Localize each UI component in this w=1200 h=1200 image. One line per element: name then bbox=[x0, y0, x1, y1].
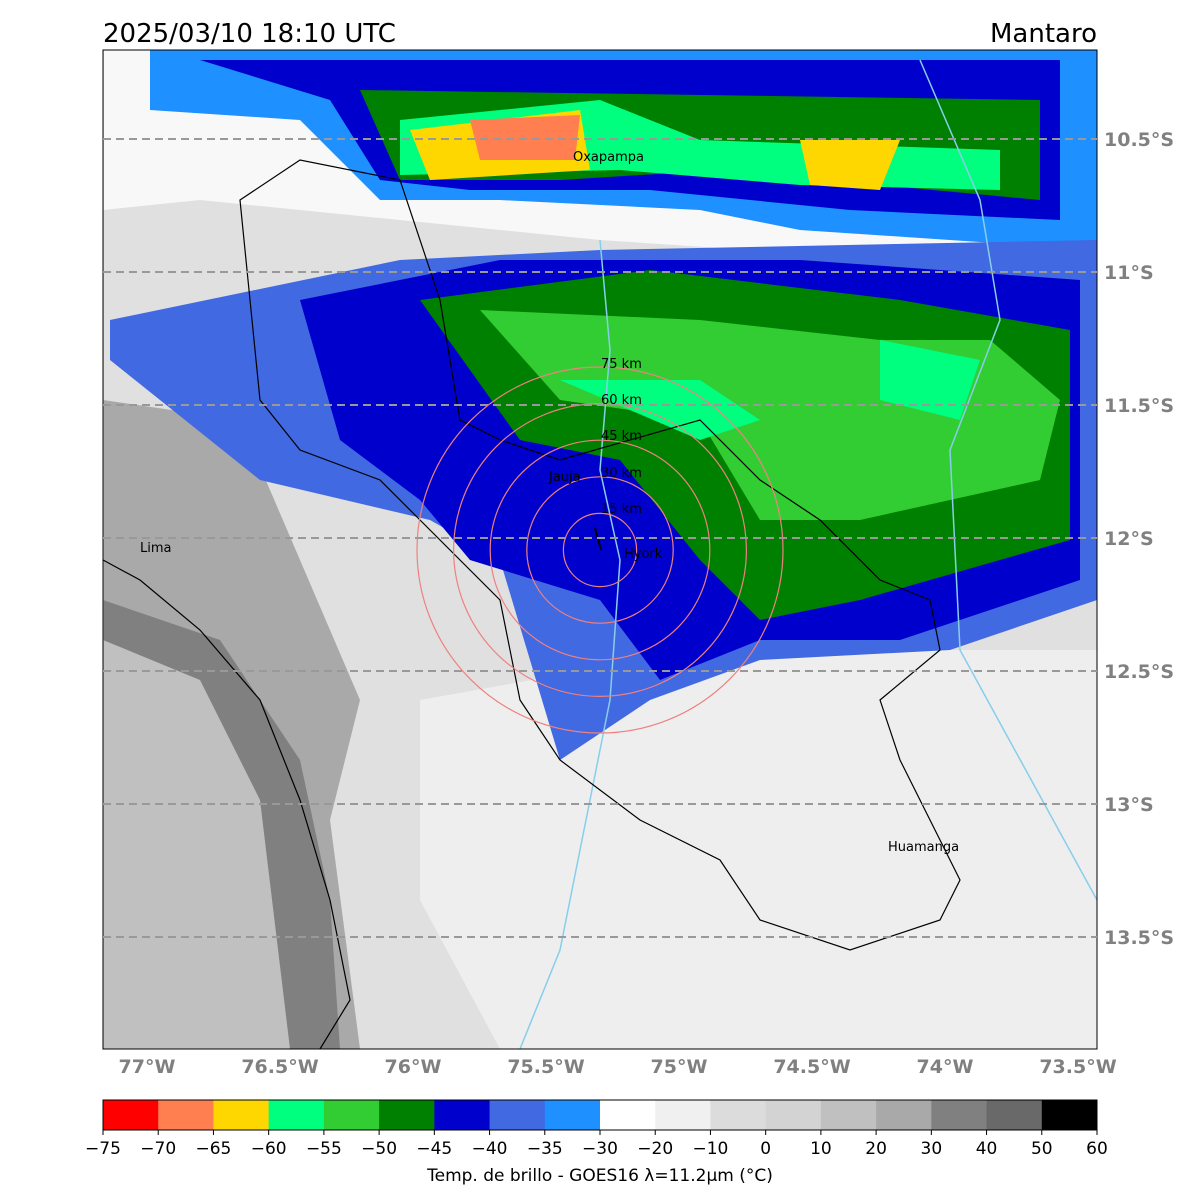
lon-label: 74.5°W bbox=[773, 1056, 850, 1078]
colorbar-segment bbox=[158, 1100, 214, 1130]
lat-label: 12°S bbox=[1104, 528, 1154, 550]
colorbar-segment bbox=[544, 1100, 601, 1130]
lat-label: 10.5°S bbox=[1104, 129, 1174, 151]
lon-label: 75.5°W bbox=[507, 1056, 584, 1078]
colorbar-tick-label: 40 bbox=[976, 1139, 998, 1159]
lat-label: 12.5°S bbox=[1104, 661, 1174, 683]
satellite-image bbox=[103, 50, 1097, 1049]
ring-label: 15 km bbox=[601, 502, 642, 517]
ring-label: 60 km bbox=[601, 393, 642, 408]
lon-label: 76°W bbox=[385, 1056, 442, 1078]
lat-label: 11.5°S bbox=[1104, 395, 1174, 417]
lat-label: 13°S bbox=[1104, 794, 1154, 816]
lon-label: 76.5°W bbox=[241, 1056, 318, 1078]
colorbar-segment bbox=[986, 1100, 1043, 1130]
place-label: Huamanga bbox=[888, 840, 959, 855]
colorbar-segment bbox=[655, 1100, 711, 1130]
colorbar-segment bbox=[323, 1100, 380, 1130]
colorbar-segment bbox=[213, 1100, 270, 1130]
ring-label: 75 km bbox=[601, 357, 642, 372]
place-label: Lima bbox=[140, 541, 171, 556]
colorbar-segment bbox=[103, 1100, 159, 1130]
colorbar-segment bbox=[379, 1100, 435, 1130]
colorbar-tick-label: 50 bbox=[1031, 1139, 1053, 1159]
colorbar-tick-label: 10 bbox=[810, 1139, 832, 1159]
colorbar-segment bbox=[434, 1100, 491, 1130]
lat-label: 13.5°S bbox=[1104, 927, 1174, 949]
region-name: Mantaro bbox=[990, 19, 1097, 49]
colorbar-segment bbox=[710, 1100, 767, 1130]
colorbar-label: Temp. de brillo - GOES16 λ=11.2μm (°C) bbox=[426, 1166, 773, 1186]
lat-label: 11°S bbox=[1104, 262, 1154, 284]
colorbar-tick-label: −35 bbox=[527, 1139, 563, 1159]
colorbar-tick-label: −10 bbox=[692, 1139, 728, 1159]
colorbar-tick-label: −65 bbox=[195, 1139, 231, 1159]
colorbar-tick-label: −45 bbox=[416, 1139, 452, 1159]
colorbar-tick-label: 60 bbox=[1086, 1139, 1108, 1159]
colorbar-tick-label: −60 bbox=[251, 1139, 287, 1159]
place-label: Hyork bbox=[624, 547, 663, 562]
colorbar-segment bbox=[765, 1100, 822, 1130]
colorbar-segment bbox=[489, 1100, 546, 1130]
place-label: Oxapampa bbox=[573, 150, 644, 165]
colorbar-tick-label: −40 bbox=[472, 1139, 508, 1159]
ring-label: 30 km bbox=[601, 466, 642, 481]
colorbar-segment bbox=[931, 1100, 988, 1130]
ring-label: 45 km bbox=[601, 429, 642, 444]
colorbar-tick-label: −75 bbox=[85, 1139, 121, 1159]
lon-label: 73.5°W bbox=[1039, 1056, 1116, 1078]
colorbar-segment bbox=[268, 1100, 325, 1130]
colorbar-segment bbox=[820, 1100, 877, 1130]
colorbar-tick-label: 30 bbox=[921, 1139, 943, 1159]
colorbar-tick-label: −30 bbox=[582, 1139, 618, 1159]
colorbar-segment bbox=[876, 1100, 932, 1130]
lon-label: 75°W bbox=[651, 1056, 708, 1078]
colorbar-segment bbox=[600, 1100, 656, 1130]
colorbar-tick-label: −70 bbox=[140, 1139, 176, 1159]
colorbar-tick-label: −50 bbox=[361, 1139, 397, 1159]
map-frame bbox=[102, 49, 1098, 1050]
place-label: Jauja bbox=[548, 470, 581, 485]
colorbar-tick-label: 20 bbox=[865, 1139, 887, 1159]
colorbar-segment bbox=[1041, 1100, 1098, 1130]
colorbar-tick-label: 0 bbox=[760, 1139, 771, 1159]
title: 2025/03/10 18:10 UTC bbox=[103, 19, 396, 49]
colorbar-tick-label: −55 bbox=[306, 1139, 342, 1159]
lon-label: 77°W bbox=[119, 1056, 176, 1078]
lon-label: 74°W bbox=[917, 1056, 974, 1078]
colorbar-tick-label: −20 bbox=[637, 1139, 673, 1159]
